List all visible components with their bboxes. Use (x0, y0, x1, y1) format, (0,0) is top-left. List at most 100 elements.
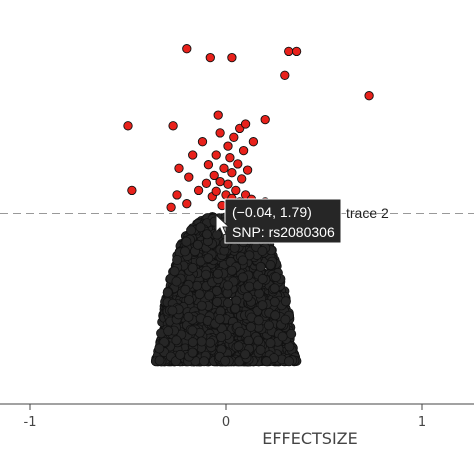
x-axis-ticks: -1 0 1 (24, 404, 426, 430)
data-point (265, 259, 276, 270)
data-point (203, 253, 214, 264)
data-point (277, 331, 288, 342)
significant-point (223, 141, 233, 151)
data-point (186, 225, 197, 236)
data-point (200, 269, 211, 280)
significant-point (225, 153, 235, 163)
data-point (196, 300, 207, 311)
significant-point (237, 174, 247, 184)
significant-point (188, 150, 198, 160)
significant-point (364, 91, 374, 101)
data-point (244, 281, 255, 292)
significant-point (215, 128, 225, 138)
significant-point (182, 44, 192, 54)
data-point (263, 320, 274, 331)
data-point (255, 261, 266, 272)
data-point (265, 337, 276, 348)
data-point (283, 356, 294, 367)
significant-point (240, 119, 251, 129)
data-point (201, 229, 212, 240)
data-point (269, 283, 280, 294)
data-point (286, 328, 297, 339)
data-point (254, 288, 265, 299)
data-point (171, 335, 182, 346)
significant-point (242, 165, 253, 175)
significant-point (201, 178, 212, 188)
data-point (280, 314, 291, 325)
significant-points (123, 44, 374, 212)
significant-point (193, 185, 204, 196)
data-point (171, 276, 182, 287)
data-point (187, 347, 198, 358)
significant-point (284, 46, 294, 57)
significant-point (174, 163, 184, 173)
significant-point (227, 52, 237, 63)
data-point (257, 300, 268, 311)
data-point (245, 321, 256, 332)
data-point (195, 222, 206, 233)
x-axis-title: EFFECTSIZE (262, 429, 358, 448)
data-point (192, 239, 203, 250)
data-point (205, 337, 216, 348)
data-point (172, 254, 183, 265)
significant-point (172, 190, 182, 200)
hover-trace-label: trace 2 (346, 205, 389, 221)
x-tick-label: 1 (418, 415, 426, 430)
data-point (270, 310, 281, 321)
data-point (154, 343, 165, 354)
significant-point (127, 185, 137, 196)
significant-point (231, 185, 241, 196)
significant-point (205, 52, 215, 63)
significant-point (213, 110, 223, 120)
data-point (214, 313, 225, 324)
mouse-cursor-icon (215, 213, 231, 236)
significant-point (233, 159, 243, 169)
significant-point (166, 202, 176, 212)
hover-value-label: (−0.04, 1.79) (232, 204, 312, 220)
data-point (242, 291, 253, 302)
data-point (257, 273, 268, 284)
significant-point (280, 70, 290, 80)
data-point (194, 289, 205, 300)
data-point (162, 287, 173, 298)
data-point (196, 336, 207, 347)
data-point (220, 355, 231, 366)
data-point (269, 296, 280, 307)
data-point (222, 297, 233, 308)
data-point (187, 325, 198, 336)
significant-point (215, 176, 225, 187)
data-point (237, 255, 248, 266)
data-point (163, 326, 174, 337)
hover-tooltip-box (224, 198, 342, 244)
significant-point (182, 199, 192, 209)
data-point (270, 272, 281, 283)
data-point (237, 272, 248, 283)
data-point (229, 242, 240, 253)
data-point (261, 356, 272, 367)
data-point (222, 280, 233, 291)
significant-point (238, 145, 249, 156)
data-point (199, 356, 210, 367)
significant-point (168, 121, 178, 131)
significant-point (291, 46, 302, 57)
data-point (230, 303, 241, 314)
hover-tooltip: (−0.04, 1.79) SNP: rs2080306 trace 2 (215, 198, 389, 244)
data-point (253, 335, 264, 346)
data-point (216, 332, 227, 343)
significant-point (197, 137, 208, 147)
data-point (154, 355, 165, 366)
data-point (253, 315, 264, 326)
x-axis: -1 0 1 (0, 403, 474, 430)
data-point (169, 266, 180, 277)
significant-point (227, 168, 237, 178)
data-point (181, 236, 192, 247)
data-point (183, 294, 194, 305)
data-point (183, 311, 194, 322)
significant-point (219, 163, 229, 173)
significant-point (223, 179, 233, 189)
data-point (234, 326, 245, 337)
significant-point (248, 137, 259, 147)
data-point (187, 262, 198, 273)
data-point (243, 335, 254, 346)
